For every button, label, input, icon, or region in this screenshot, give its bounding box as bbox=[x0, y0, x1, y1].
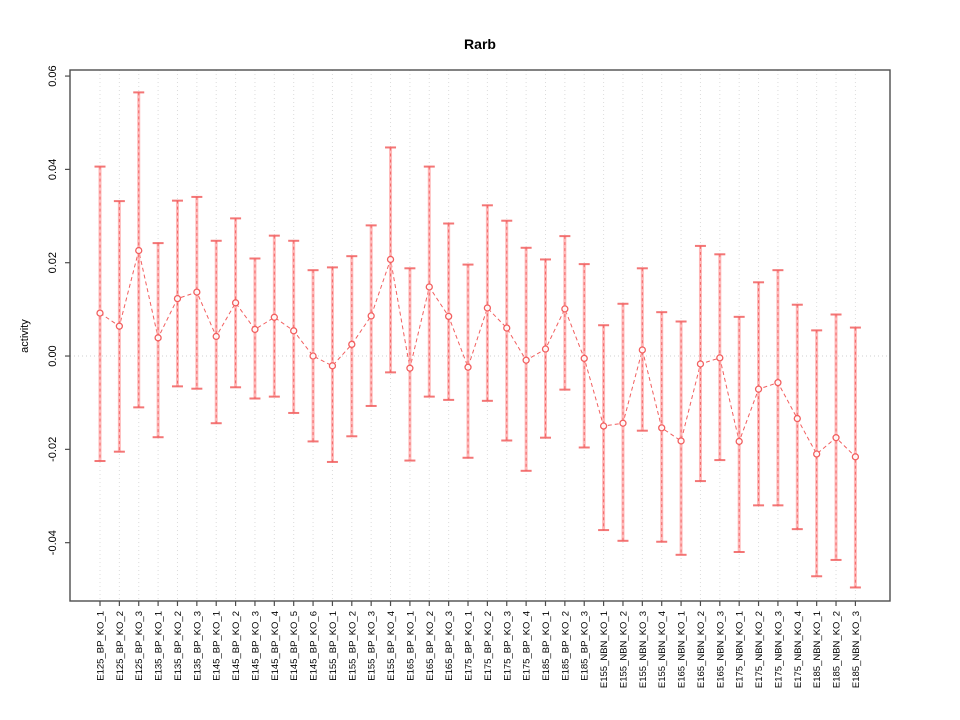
x-tick-label: E155_BP_KO_1 bbox=[328, 611, 339, 681]
data-point bbox=[115, 322, 124, 330]
data-point bbox=[328, 362, 337, 370]
data-point bbox=[251, 325, 259, 334]
x-tick-label: E185_BP_KO_1 bbox=[541, 611, 552, 681]
data-point bbox=[638, 346, 646, 354]
data-point bbox=[406, 364, 414, 372]
data-point bbox=[561, 305, 569, 313]
data-point bbox=[212, 332, 220, 341]
data-point bbox=[735, 437, 743, 446]
x-tick-label: E155_BP_KO_4 bbox=[386, 611, 397, 681]
data-point bbox=[193, 288, 201, 296]
data-point bbox=[774, 378, 782, 387]
x-tick-label: E185_NBN_KO_3 bbox=[851, 611, 862, 688]
x-tick-label: E165_BP_KO_1 bbox=[405, 611, 416, 681]
x-tick-label: E125_BP_KO_1 bbox=[96, 611, 107, 681]
x-tick-label: E155_BP_KO_3 bbox=[367, 611, 378, 681]
data-point bbox=[851, 453, 860, 461]
data-point bbox=[503, 324, 511, 332]
data-point bbox=[754, 385, 763, 393]
y-tick-label: 0.06 bbox=[47, 65, 59, 86]
x-tick-label: E125_BP_KO_2 bbox=[115, 611, 126, 681]
x-tick-label: E155_NBN_KO_2 bbox=[618, 611, 629, 688]
data-point bbox=[813, 450, 821, 458]
x-tick-label: E165_NBN_KO_3 bbox=[715, 611, 726, 688]
data-point bbox=[619, 419, 627, 427]
data-point bbox=[716, 354, 724, 362]
data-point bbox=[677, 437, 685, 445]
x-tick-label: E175_BP_KO_3 bbox=[502, 611, 513, 681]
data-point bbox=[231, 299, 240, 307]
series-line bbox=[99, 250, 856, 458]
x-tick-label: E155_BP_KO_2 bbox=[347, 611, 358, 681]
data-point bbox=[386, 255, 395, 264]
y-tick-label: -0.04 bbox=[47, 530, 59, 555]
data-point bbox=[696, 360, 705, 368]
y-tick-label: -0.02 bbox=[47, 437, 59, 462]
x-tick-label: E175_NBN_KO_3 bbox=[773, 611, 784, 688]
x-tick-label: E175_NBN_KO_1 bbox=[735, 611, 746, 688]
x-tick-label: E185_NBN_KO_2 bbox=[832, 611, 843, 688]
x-tick-label: E155_NBN_KO_3 bbox=[638, 611, 649, 688]
data-point bbox=[309, 352, 317, 360]
x-tick-label: E135_BP_KO_1 bbox=[154, 611, 165, 681]
data-point bbox=[444, 312, 453, 321]
data-point bbox=[96, 309, 104, 317]
data-point bbox=[541, 345, 550, 353]
data-point bbox=[290, 327, 298, 335]
data-point bbox=[599, 422, 608, 430]
data-point bbox=[793, 414, 801, 423]
x-tick-label: E175_NBN_KO_2 bbox=[754, 611, 765, 688]
x-tick-label: E165_NBN_KO_2 bbox=[696, 611, 707, 688]
x-tick-label: E135_BP_KO_2 bbox=[173, 611, 184, 681]
x-tick-label: E165_BP_KO_2 bbox=[425, 611, 436, 681]
x-tick-label: E145_BP_KO_6 bbox=[309, 611, 320, 681]
x-tick-label: E175_BP_KO_1 bbox=[464, 611, 475, 681]
x-tick-label: E155_NBN_KO_4 bbox=[657, 611, 668, 688]
data-point bbox=[832, 434, 840, 442]
x-tick-label: E185_BP_KO_3 bbox=[580, 611, 591, 681]
x-tick-label: E145_BP_KO_4 bbox=[270, 611, 281, 681]
plot-border bbox=[69, 69, 891, 602]
data-point bbox=[522, 356, 530, 364]
data-point bbox=[425, 283, 433, 291]
data-point bbox=[483, 304, 492, 312]
y-tick-label: 0.00 bbox=[47, 345, 59, 366]
x-tick-label: E145_BP_KO_1 bbox=[212, 611, 223, 681]
y-tick-label: 0.02 bbox=[47, 252, 59, 273]
x-tick-label: E145_BP_KO_3 bbox=[250, 611, 261, 681]
x-tick-label: E165_NBN_KO_1 bbox=[677, 611, 688, 688]
x-tick-label: E145_BP_KO_5 bbox=[289, 611, 300, 681]
x-tick-label: E185_BP_KO_2 bbox=[560, 611, 571, 681]
x-tick-label: E175_NBN_KO_4 bbox=[793, 611, 804, 688]
chart-title: Rarb bbox=[464, 36, 496, 52]
data-point bbox=[348, 340, 356, 349]
data-point bbox=[135, 246, 143, 255]
data-point bbox=[464, 363, 472, 371]
x-tick-label: E135_BP_KO_3 bbox=[192, 611, 203, 681]
data-point bbox=[154, 334, 162, 342]
x-tick-label: E125_BP_KO_3 bbox=[134, 611, 145, 681]
x-tick-label: E155_NBN_KO_1 bbox=[599, 611, 610, 688]
y-tick-label: 0.04 bbox=[47, 159, 59, 180]
data-point bbox=[367, 312, 375, 320]
x-tick-label: E185_NBN_KO_1 bbox=[812, 611, 823, 688]
x-tick-label: E175_BP_KO_4 bbox=[522, 611, 533, 681]
data-point bbox=[270, 313, 278, 321]
data-point bbox=[658, 424, 666, 432]
x-tick-label: E175_BP_KO_2 bbox=[483, 611, 494, 681]
data-point bbox=[580, 354, 588, 363]
x-tick-label: E165_BP_KO_3 bbox=[444, 611, 455, 681]
x-tick-label: E145_BP_KO_2 bbox=[231, 611, 242, 681]
data-point bbox=[173, 294, 182, 303]
